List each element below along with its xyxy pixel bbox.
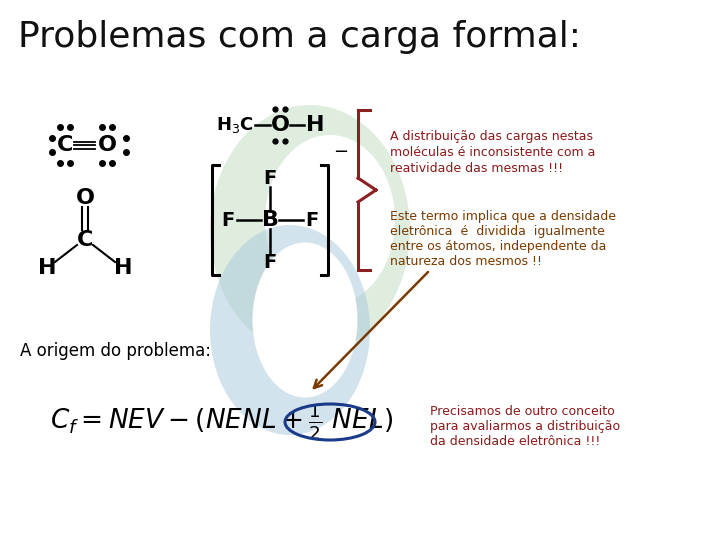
Text: Este termo implica que a densidade: Este termo implica que a densidade — [390, 210, 616, 223]
Ellipse shape — [253, 242, 358, 397]
Text: entre os átomos, independente da: entre os átomos, independente da — [390, 240, 606, 253]
Ellipse shape — [210, 225, 370, 435]
Text: moléculas é inconsistente com a: moléculas é inconsistente com a — [390, 146, 595, 159]
Ellipse shape — [210, 105, 410, 355]
Text: da densidade eletrônica !!!: da densidade eletrônica !!! — [430, 435, 600, 448]
Text: F: F — [264, 253, 276, 272]
Text: Precisamos de outro conceito: Precisamos de outro conceito — [430, 405, 615, 418]
Text: O: O — [271, 115, 289, 135]
Text: H: H — [114, 258, 132, 278]
Text: para avaliarmos a distribuição: para avaliarmos a distribuição — [430, 420, 620, 433]
Text: A distribuição das cargas nestas: A distribuição das cargas nestas — [390, 130, 593, 143]
Text: $C_f = NEV - (NENL + \frac{1}{2}\ NEL)$: $C_f = NEV - (NENL + \frac{1}{2}\ NEL)$ — [50, 402, 393, 442]
Text: H$_3$C: H$_3$C — [216, 115, 254, 135]
Text: −: − — [333, 143, 348, 161]
Text: F: F — [264, 168, 276, 187]
Text: C: C — [57, 135, 73, 155]
Text: reatividade das mesmas !!!: reatividade das mesmas !!! — [390, 162, 563, 175]
Text: C: C — [77, 230, 93, 250]
Text: F: F — [305, 211, 319, 229]
Text: H: H — [37, 258, 56, 278]
Text: O: O — [97, 135, 117, 155]
Text: eletrônica  é  dividida  igualmente: eletrônica é dividida igualmente — [390, 225, 605, 238]
Text: A origem do problema:: A origem do problema: — [20, 342, 211, 360]
Ellipse shape — [265, 135, 395, 305]
Text: H: H — [306, 115, 324, 135]
Text: natureza dos mesmos !!: natureza dos mesmos !! — [390, 255, 542, 268]
Text: F: F — [221, 211, 235, 229]
Text: B: B — [261, 210, 279, 230]
Text: Problemas com a carga formal:: Problemas com a carga formal: — [18, 20, 581, 54]
Text: O: O — [76, 188, 94, 208]
